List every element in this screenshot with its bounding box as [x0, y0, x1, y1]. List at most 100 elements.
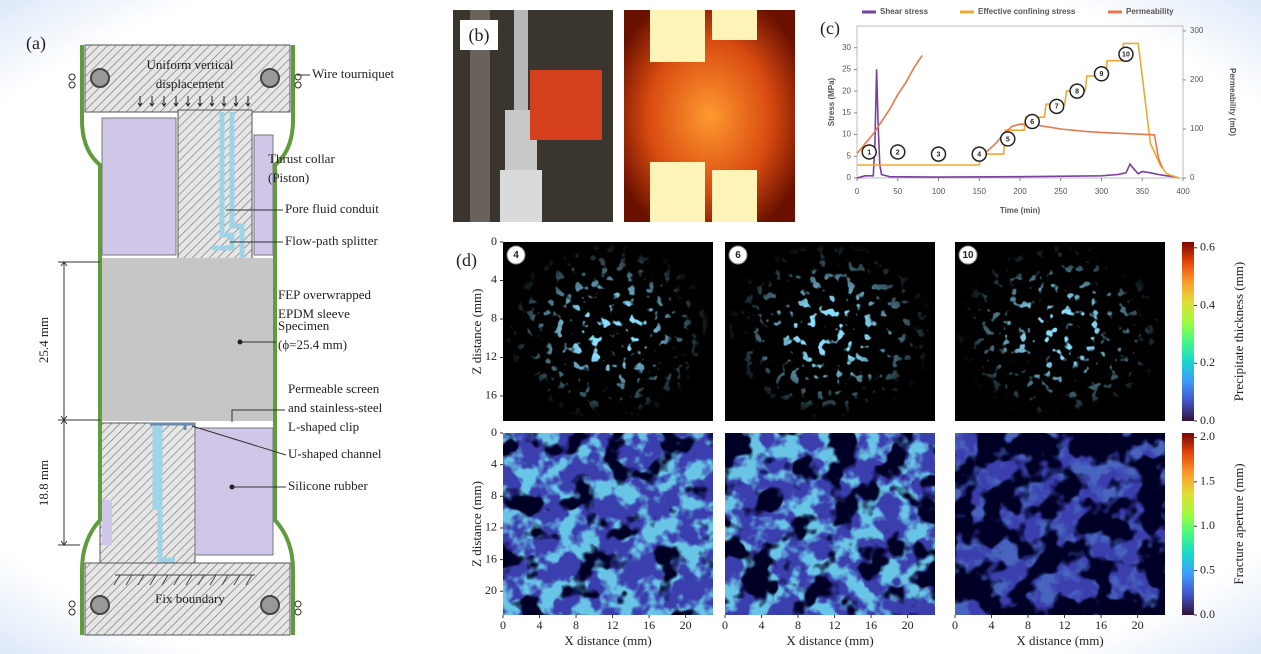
x-tick-label: 8 [573, 618, 579, 632]
boundary-label: displacement [156, 76, 225, 91]
legend-label: Permeability [1126, 7, 1174, 16]
x-tick-label: 8 [795, 618, 801, 632]
x-tick-label: 50 [893, 187, 902, 196]
panel-badge-label: 4 [513, 250, 519, 261]
y-tick-label: 8 [491, 311, 497, 325]
x-axis-title: X distance (mm) [786, 633, 873, 648]
boundary-label: Fix boundary [155, 591, 225, 606]
cell-diagram [58, 44, 310, 636]
photo-thermal-hot [650, 10, 705, 62]
x-tick-label: 20 [680, 618, 692, 632]
y-tick-label: 16 [485, 551, 497, 565]
panel-label: (d) [456, 250, 477, 271]
callout: and stainless-steel [288, 400, 383, 415]
panel-badge [958, 245, 978, 265]
y2-tick-label: 300 [1190, 26, 1204, 35]
photos: (b) [453, 10, 795, 222]
heatmap-row: (d) 4 6 10 0 4 8 12 16Z distance (mm) 0.0 0.2 0.4 0.… [456, 234, 1246, 427]
x-axis-title: X distance (mm) [1016, 633, 1103, 648]
legend-label: Effective confining stress [978, 7, 1076, 16]
y-tick-label: 5 [847, 151, 852, 160]
callout: L-shaped clip [288, 419, 359, 434]
stage-marker [890, 144, 906, 160]
stage-marker [1024, 113, 1040, 130]
panel-label: (a) [26, 33, 46, 54]
x-tick-label: 200 [1013, 187, 1027, 196]
dimension-lines [58, 261, 100, 546]
x-axis-title: Time (min) [1000, 206, 1041, 215]
boundary-label: Uniform vertical [147, 57, 234, 72]
stage-marker [1118, 46, 1134, 62]
stage-label: 1 [867, 149, 871, 156]
stage-label: 10 [1122, 52, 1130, 59]
stage-marker [930, 146, 947, 162]
photo-extensometer [530, 70, 602, 140]
y-axis-title: Z distance (mm) [469, 481, 484, 567]
dimension-label: 25.4 mm [36, 317, 51, 363]
colorbar-title: Precipitate thickness (mm) [1231, 262, 1246, 401]
colorbar-tick-label: 0.2 [1200, 355, 1215, 369]
callout: (ϕ=25.4 mm) [278, 337, 347, 352]
y-tick-label: 25 [842, 65, 851, 74]
panel-label: (c) [820, 18, 840, 39]
y-tick-label: 12 [485, 349, 497, 363]
y-axis-title: Stress (MPa) [827, 77, 836, 126]
heatmap-texture [503, 242, 713, 421]
photo-base [500, 170, 542, 222]
x-tick-label: 8 [1025, 618, 1031, 632]
label-box [460, 20, 498, 50]
x-tick-label: 16 [865, 618, 877, 632]
colorbar-tick-label: 0.6 [1200, 240, 1215, 254]
x-tick-label: 350 [1136, 187, 1150, 196]
bolt [260, 68, 280, 88]
silicone-bottom [194, 427, 274, 556]
callout: U-shaped channel [288, 446, 382, 461]
bottom-stem [99, 422, 196, 564]
colorbar [1182, 433, 1194, 615]
colorbar-tick-label: 0.5 [1200, 562, 1215, 576]
photo-thermal [624, 10, 795, 222]
x-tick-label: 4 [989, 618, 995, 632]
y-axis-title: Z distance (mm) [469, 289, 484, 375]
callout: Permeable screen [288, 381, 380, 396]
l-clip [150, 422, 195, 430]
callout: Silicone rubber [288, 478, 368, 493]
x-tick-label: 20 [1132, 618, 1144, 632]
stage-marker [1069, 83, 1085, 99]
stage-marker [971, 146, 987, 162]
y-tick-label: 20 [485, 583, 497, 597]
heatmap-row: 0 4 8 12 16 20 X distance (mm) 0 4 8 12 16 20 X dista… [469, 425, 1246, 648]
leader-dot [229, 484, 235, 490]
fixed-support [113, 574, 255, 586]
panel-badge [506, 245, 526, 265]
load-arrows [137, 96, 251, 107]
stage-label: 2 [896, 149, 900, 156]
x-tick-label: 400 [1176, 187, 1190, 196]
panel-badge-label: 6 [735, 250, 741, 261]
line-chart: (c)0 50 100 150 200 250 300 350 4000510152025300… [820, 7, 1237, 215]
colorbar-tick-label: 1.5 [1200, 474, 1215, 488]
colorbar-tick-label: 2.0 [1200, 429, 1215, 443]
legend-label: Shear stress [880, 7, 929, 16]
stage-label: 7 [1055, 104, 1059, 111]
x-tick-label: 16 [1095, 618, 1107, 632]
callout: Specimen [278, 318, 330, 333]
x-tick-label: 12 [829, 618, 841, 632]
bolt [90, 595, 110, 615]
stage-label: 3 [937, 151, 941, 158]
stage-label: 6 [1030, 119, 1034, 126]
callout: (Piston) [268, 170, 309, 185]
bolt [260, 595, 280, 615]
panel-badge-label: 10 [962, 250, 974, 261]
photo-thermal-hot [650, 162, 705, 222]
heatmap-texture [955, 433, 1165, 615]
y-tick-label: 16 [485, 388, 497, 402]
leader-dot [237, 339, 243, 345]
colorbar-tick-label: 0.0 [1200, 607, 1215, 621]
photo-rod [514, 10, 528, 120]
x-tick-label: 150 [973, 187, 987, 196]
heatmap-texture [503, 433, 713, 615]
x-tick-label: 0 [855, 187, 860, 196]
y-tick-label: 20 [842, 86, 851, 95]
stage-label: 8 [1075, 88, 1079, 95]
